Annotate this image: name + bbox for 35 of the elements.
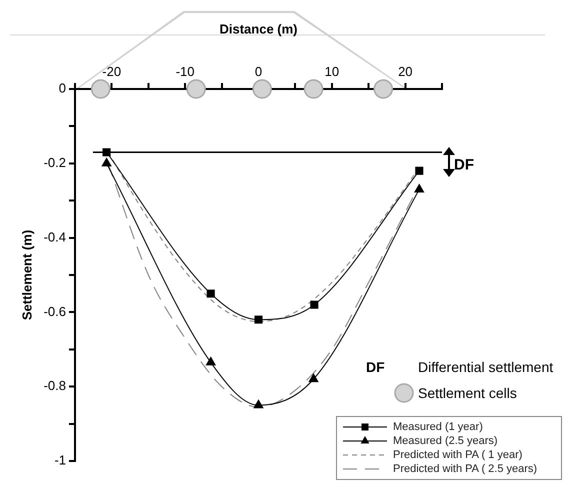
y-tick-label: -0.8 — [44, 378, 66, 394]
y-tick-label: -0.2 — [44, 154, 66, 170]
point — [310, 300, 318, 309]
x-axis-title: Distance (m) — [219, 21, 298, 36]
y-tick-label: 0 — [58, 80, 66, 96]
y-tick-label: -0.4 — [44, 229, 66, 244]
legend-label: Measured (1 year) — [393, 420, 483, 434]
x-tick-label: -20 — [102, 64, 122, 79]
point — [414, 184, 424, 192]
point — [415, 166, 424, 175]
legend-label: Settlement cells — [418, 384, 517, 403]
point — [102, 158, 112, 166]
point — [90, 79, 110, 99]
point — [186, 79, 206, 99]
point — [254, 316, 263, 324]
point — [252, 79, 272, 99]
y-tick-label: -0.6 — [44, 304, 66, 319]
legend-label: Measured (2.5 years) — [393, 434, 498, 448]
legend-label: Predicted with PA ( 2.5 years) — [393, 462, 538, 476]
annotation: DF — [365, 358, 386, 377]
ref-line-label: DF — [454, 156, 474, 174]
legend-label: Predicted with PA ( 1 year) — [393, 448, 522, 462]
point — [206, 290, 215, 298]
point — [308, 374, 318, 382]
point — [304, 79, 324, 99]
x-tick-label: -10 — [176, 64, 194, 79]
annotation: Differential settlement — [418, 358, 554, 377]
y-tick-label: -1 — [54, 452, 66, 468]
y-axis-title: Settlement (m) — [19, 230, 34, 320]
point — [254, 400, 264, 408]
x-tick-label: 10 — [324, 64, 340, 79]
x-tick-label: 0 — [254, 64, 262, 79]
x-tick-label: 20 — [398, 64, 413, 79]
point — [206, 356, 216, 366]
point — [374, 79, 394, 99]
